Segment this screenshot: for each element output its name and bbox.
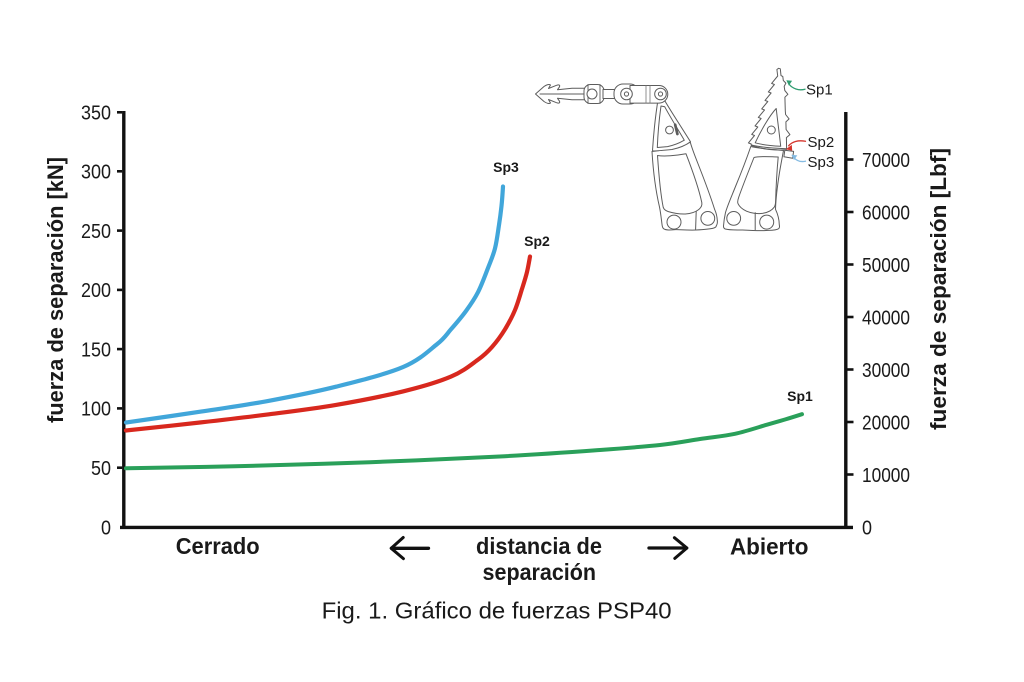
svg-text:60000: 60000 [862, 202, 910, 224]
svg-text:300: 300 [81, 162, 111, 184]
svg-text:70000: 70000 [862, 150, 910, 172]
svg-text:40000: 40000 [862, 307, 910, 329]
svg-text:100: 100 [81, 399, 111, 421]
svg-text:200: 200 [81, 280, 111, 302]
svg-text:Sp3: Sp3 [493, 159, 519, 175]
svg-text:fuerza de separación [Lbf]: fuerza de separación [Lbf] [926, 148, 951, 430]
svg-text:150: 150 [81, 339, 111, 361]
svg-text:Abierto: Abierto [730, 534, 809, 560]
svg-text:0: 0 [101, 517, 111, 539]
svg-text:Sp1: Sp1 [806, 82, 833, 99]
svg-text:30000: 30000 [862, 360, 910, 382]
svg-text:Sp2: Sp2 [524, 233, 550, 249]
svg-text:fuerza de separación [kN]: fuerza de separación [kN] [43, 157, 68, 423]
svg-text:Sp3: Sp3 [808, 154, 835, 171]
svg-text:10000: 10000 [862, 465, 910, 487]
svg-text:Fig. 1. Gráfico de fuerzas PSP: Fig. 1. Gráfico de fuerzas PSP40 [322, 598, 672, 624]
svg-text:Sp1: Sp1 [787, 388, 813, 404]
svg-text:50: 50 [91, 458, 111, 480]
svg-text:20000: 20000 [862, 412, 910, 434]
svg-text:Sp2: Sp2 [808, 134, 835, 151]
svg-text:Cerrado: Cerrado [176, 533, 260, 559]
svg-text:0: 0 [862, 517, 872, 539]
svg-text:350: 350 [81, 102, 111, 124]
svg-text:50000: 50000 [862, 255, 910, 277]
svg-text:separación: separación [483, 559, 597, 585]
svg-text:distancia de: distancia de [476, 533, 602, 559]
svg-text:250: 250 [81, 221, 111, 243]
